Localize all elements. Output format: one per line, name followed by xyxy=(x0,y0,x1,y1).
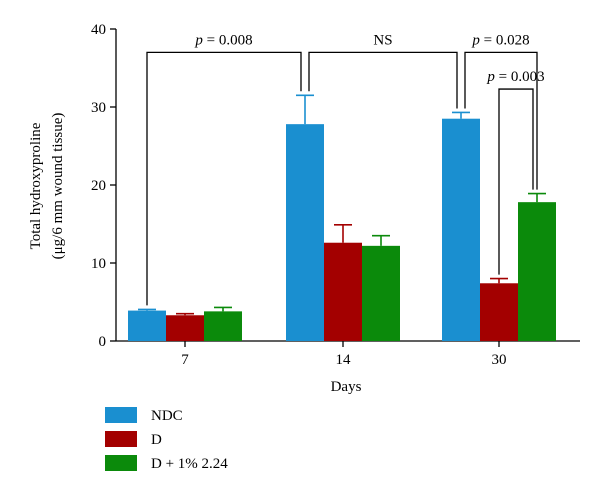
bar xyxy=(204,311,242,341)
p-value: = 0.028 xyxy=(480,32,530,48)
significance-label: p = 0.008 xyxy=(194,32,252,48)
significance-bracket xyxy=(308,51,458,109)
y-tick-label: 20 xyxy=(91,178,106,194)
legend-label: NDC xyxy=(151,408,183,424)
p-value: = 0.003 xyxy=(495,69,545,85)
legend-swatch xyxy=(105,407,137,423)
p-value: = 0.008 xyxy=(203,32,253,48)
x-axis-title: Days xyxy=(331,379,362,395)
legend: NDC D D + 1% 2.24 xyxy=(105,407,228,472)
legend-swatch xyxy=(105,455,137,471)
bar xyxy=(286,124,324,341)
significance-label: p = 0.003 xyxy=(486,69,544,85)
y-tick-label: 30 xyxy=(91,100,106,116)
y-tick-label: 10 xyxy=(91,256,106,272)
bar xyxy=(442,118,480,341)
bar xyxy=(362,245,400,341)
p-symbol: p xyxy=(486,69,495,85)
significance-label: p = 0.028 xyxy=(471,32,529,48)
bar xyxy=(128,310,166,341)
x-tick-label: 7 xyxy=(181,352,189,368)
y-axis-title-line-2: (μg/6 mm wound tissue) xyxy=(50,113,66,260)
bar xyxy=(518,202,556,341)
legend-label: D xyxy=(151,432,162,448)
legend-swatch xyxy=(105,431,137,447)
y-axis-title-line-1: Total hydroxyproline xyxy=(28,122,44,249)
significance-bracket xyxy=(464,51,538,190)
y-tick-label: 0 xyxy=(99,334,107,350)
p-symbol: p xyxy=(194,32,203,48)
significance-bracket xyxy=(498,88,534,275)
significance-bracket xyxy=(146,51,302,306)
bar xyxy=(324,242,362,341)
y-tick-label: 40 xyxy=(91,22,106,38)
bar xyxy=(166,315,204,341)
p-value: NS xyxy=(373,32,392,48)
bar xyxy=(480,283,518,341)
x-tick-label: 30 xyxy=(492,352,507,368)
significance-label: NS xyxy=(373,32,392,48)
x-tick-label: 14 xyxy=(336,352,352,368)
legend-label: D + 1% 2.24 xyxy=(151,456,228,472)
p-symbol: p xyxy=(471,32,480,48)
bars xyxy=(128,94,556,341)
